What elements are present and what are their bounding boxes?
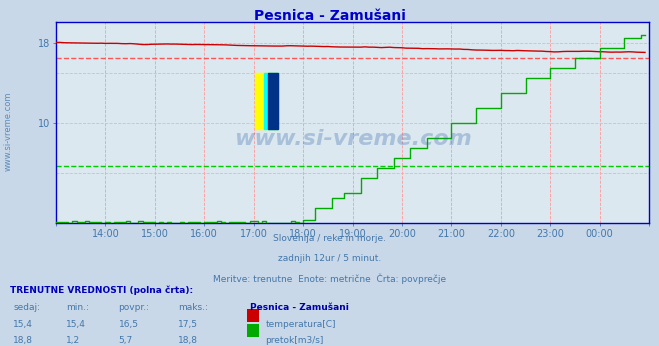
Text: 15,4: 15,4 [13, 320, 33, 329]
Text: maks.:: maks.: [178, 303, 208, 312]
Text: www.si-vreme.com: www.si-vreme.com [234, 129, 471, 149]
Bar [264, 73, 279, 129]
Text: zadnjih 12ur / 5 minut.: zadnjih 12ur / 5 minut. [278, 254, 381, 263]
Text: 18,8: 18,8 [178, 336, 198, 345]
Text: Pesnica - Zamušani: Pesnica - Zamušani [254, 9, 405, 22]
Text: Slovenija / reke in morje.: Slovenija / reke in morje. [273, 234, 386, 243]
Text: 5,7: 5,7 [119, 336, 133, 345]
Text: TRENUTNE VREDNOSTI (polna črta):: TRENUTNE VREDNOSTI (polna črta): [10, 285, 193, 295]
Text: 15,4: 15,4 [66, 320, 86, 329]
Text: pretok[m3/s]: pretok[m3/s] [266, 336, 324, 345]
Bar [254, 73, 278, 129]
Text: povpr.:: povpr.: [119, 303, 150, 312]
Text: Pesnica - Zamušani: Pesnica - Zamušani [250, 303, 349, 312]
Text: min.:: min.: [66, 303, 89, 312]
Bar [268, 73, 279, 129]
Text: 16,5: 16,5 [119, 320, 138, 329]
Text: temperatura[C]: temperatura[C] [266, 320, 336, 329]
Text: 18,8: 18,8 [13, 336, 33, 345]
Text: sedaj:: sedaj: [13, 303, 40, 312]
Text: 17,5: 17,5 [178, 320, 198, 329]
Text: Meritve: trenutne  Enote: metrične  Črta: povprečje: Meritve: trenutne Enote: metrične Črta: … [213, 274, 446, 284]
Text: www.si-vreme.com: www.si-vreme.com [3, 92, 13, 171]
Text: 1,2: 1,2 [66, 336, 80, 345]
